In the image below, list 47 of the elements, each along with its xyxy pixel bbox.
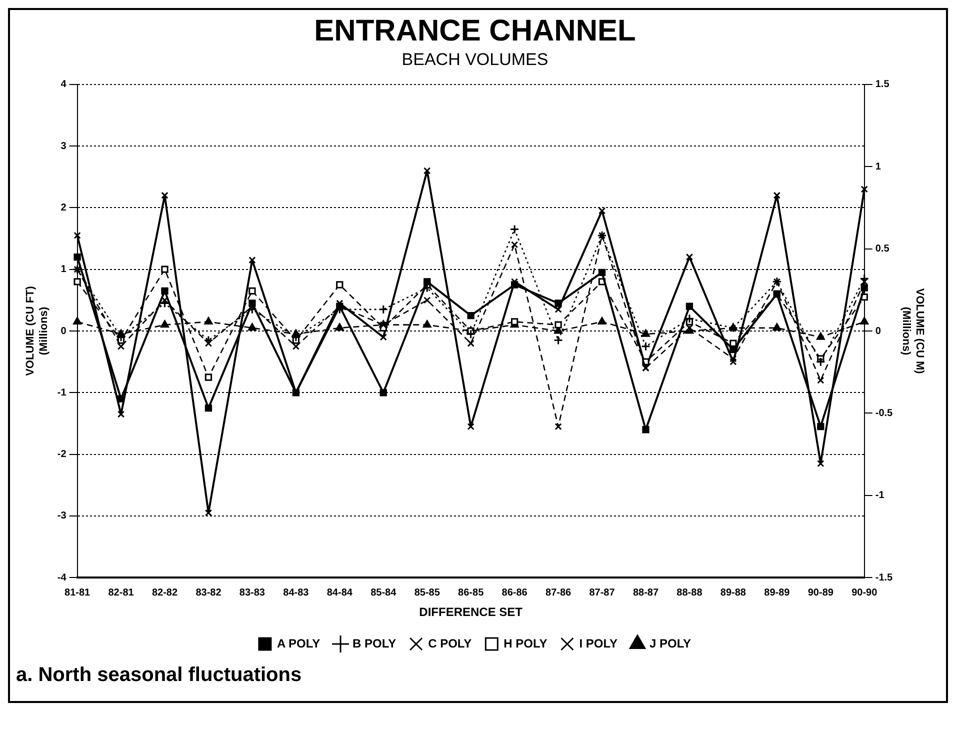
y2-tick-label: 0	[875, 326, 882, 337]
legend-label: I POLY	[579, 636, 618, 650]
y-tick-label: -1	[57, 387, 67, 398]
x-tick-label: 84-83	[283, 587, 310, 598]
x-tick-label: 81-81	[64, 587, 91, 598]
y-tick-label: 0	[60, 326, 67, 337]
x-tick-label: 88-88	[676, 587, 703, 598]
y2-tick-label: -1	[875, 490, 885, 502]
y2-tick-label: 1	[875, 161, 882, 172]
x-tick-label: 82-81	[108, 587, 134, 598]
x-tick-label: 83-83	[239, 587, 266, 598]
y-tick-label: 2	[60, 202, 67, 214]
y-tick-label: -3	[57, 510, 67, 522]
x-tick-label: 86-86	[502, 587, 528, 598]
text: a. North seasonal fluctuations	[15, 663, 303, 688]
y2-tick-label: -1.5	[875, 572, 894, 584]
x-tick-label: 84-84	[326, 587, 353, 598]
y2-axis-title: VOLUME (CU M) (Millions)	[900, 288, 926, 374]
x-tick-label: 85-84	[370, 587, 397, 598]
legend-label: B POLY	[352, 636, 396, 650]
chart-title: ENTRANCE CHANNEL	[314, 14, 636, 48]
y-tick-label: -2	[57, 449, 67, 460]
y2-tick-label: 0.5	[875, 244, 890, 255]
x-axis-title: DIFFERENCE SET	[419, 605, 524, 620]
x-tick-label: 89-89	[764, 587, 790, 598]
x-tick-label: 89-88	[720, 587, 746, 598]
x-tick-label: 82-82	[152, 587, 178, 598]
y2-tick-label: -0.5	[875, 408, 894, 419]
x-tick-label: 83-82	[196, 587, 222, 598]
legend-label: A POLY	[276, 636, 320, 650]
y-axis-title: VOLUME (CU FT) (Millions)	[24, 286, 50, 376]
x-tick-label: 88-87	[632, 587, 659, 598]
x-tick-label: 90-89	[808, 587, 834, 598]
y2-tick-label: 1.5	[875, 79, 890, 90]
legend-label: J POLY	[649, 636, 692, 650]
chart-subtitle: BEACH VOLUMES	[402, 50, 548, 69]
legend-label: H POLY	[504, 636, 548, 650]
x-tick-label: 86-85	[458, 587, 484, 598]
y-tick-label: 3	[60, 140, 67, 152]
y-tick-label: 4	[60, 79, 67, 90]
x-tick-label: 87-86	[545, 587, 572, 598]
x-tick-label: 90-90	[852, 587, 878, 598]
x-tick-label: 85-85	[414, 587, 440, 598]
legend-label: C POLY	[428, 636, 472, 650]
x-tick-label: 87-87	[589, 587, 616, 598]
y-tick-label: 1	[60, 264, 67, 276]
y-tick-label: -4	[57, 572, 67, 584]
